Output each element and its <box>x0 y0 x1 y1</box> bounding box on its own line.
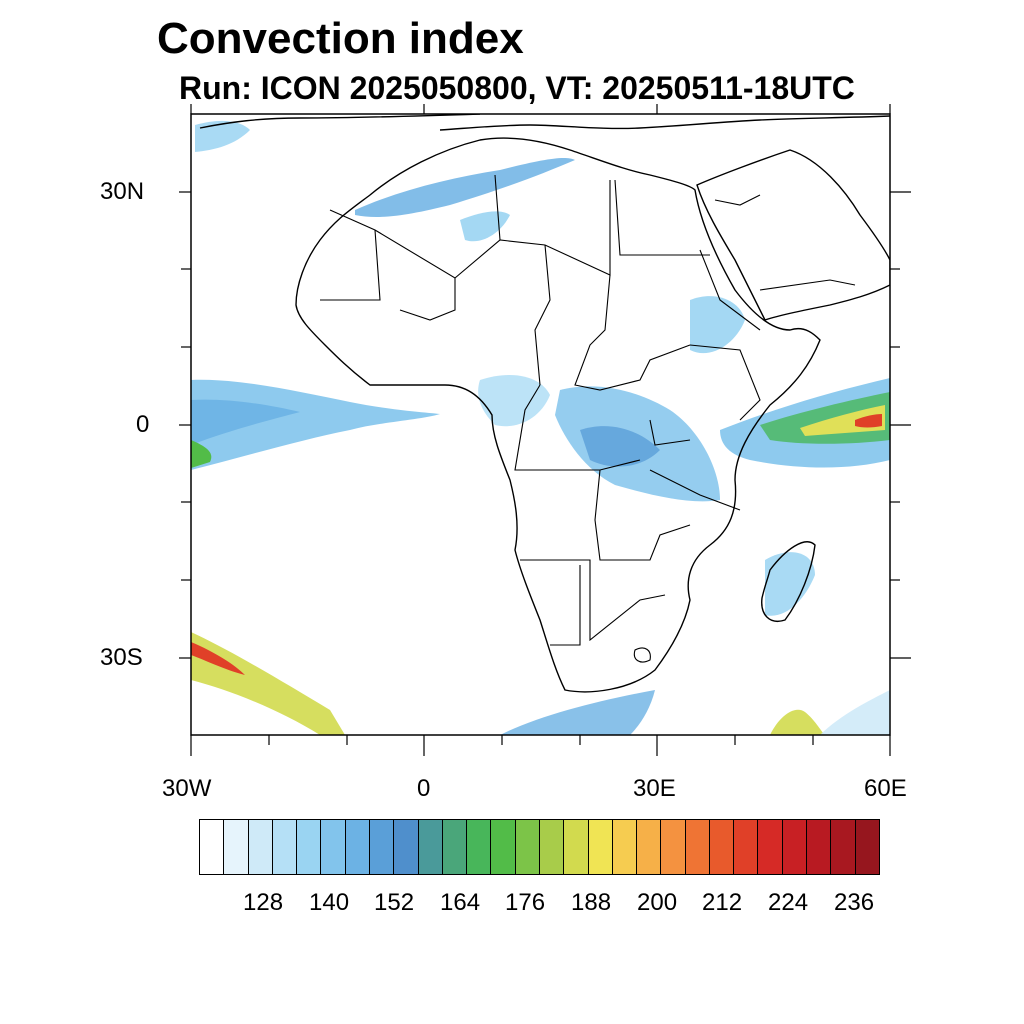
border <box>699 249 761 331</box>
africa-coastline <box>295 137 821 693</box>
chart-subtitle: Run: ICON 2025050800, VT: 20250511-18UTC <box>179 70 855 106</box>
colorbar <box>199 819 880 875</box>
colorbar-label: 200 <box>637 889 678 916</box>
convection-area-south-1 <box>500 690 655 735</box>
lat-label-30n: 30N <box>100 178 145 205</box>
colorbar-label: 152 <box>374 889 415 916</box>
colorbar-cell <box>368 819 395 875</box>
convection-area-south-2 <box>770 709 825 735</box>
colorbar-cell <box>320 819 346 875</box>
convection-area-indian-ocean-yellow <box>800 405 885 436</box>
convection-area-congo-w <box>478 375 550 427</box>
colorbar-cell <box>417 819 443 875</box>
colorbar-cell <box>199 819 225 875</box>
border <box>614 179 710 256</box>
colorbar-label: 164 <box>440 889 481 916</box>
border <box>649 469 741 511</box>
colorbar-cell <box>806 819 832 875</box>
convection-area-south-3 <box>820 690 890 735</box>
convection-area-sahara-2 <box>460 211 510 242</box>
convection-area-sahara <box>355 158 575 217</box>
colorbar-cell <box>538 819 565 875</box>
colorbar-cell <box>563 819 589 875</box>
lon-label-30w: 30W <box>162 775 212 802</box>
colorbar-cell <box>441 819 468 875</box>
convection-area-southern-ocean <box>191 632 345 735</box>
chart-title: Convection index <box>157 14 524 63</box>
colorbar-label: 128 <box>243 889 284 916</box>
colorbar-cell <box>490 819 516 875</box>
colorbar-cell <box>854 819 880 875</box>
europe-coastline <box>199 114 481 129</box>
colorbar-cell <box>247 819 273 875</box>
colorbar-cell <box>636 819 662 875</box>
border <box>399 278 456 321</box>
lon-label-30e: 30E <box>633 775 676 802</box>
colorbar-cell <box>660 819 686 875</box>
convection-area-ethiopia <box>690 296 745 354</box>
colorbar-cell <box>296 819 322 875</box>
border <box>689 344 761 421</box>
colorbar-cell <box>587 819 613 875</box>
convection-area-atlantic <box>191 379 440 470</box>
border <box>594 469 691 561</box>
convection-area-atlantic-core <box>191 399 300 445</box>
colorbar-label: 212 <box>702 889 743 916</box>
colorbar-cell <box>271 819 298 875</box>
border <box>320 229 381 301</box>
lon-ticks <box>190 104 891 756</box>
border <box>759 279 856 291</box>
colorbar-label: 236 <box>834 889 875 916</box>
colorbar-label: 140 <box>309 889 350 916</box>
colorbar-cell <box>781 819 808 875</box>
border <box>633 647 651 663</box>
madagascar-coastline <box>761 541 816 622</box>
convection-area-atlantic-green <box>191 440 212 468</box>
border <box>494 174 501 241</box>
colorbar-cell <box>757 819 783 875</box>
convection-area-southern-ocean-red <box>191 642 245 675</box>
colorbar-cell <box>733 819 759 875</box>
convection-area-madagascar <box>765 552 815 616</box>
colorbar-label: 224 <box>768 889 809 916</box>
border <box>574 274 691 391</box>
arabia-coastline <box>696 149 890 321</box>
convection-area-central-core <box>580 426 660 467</box>
coastlines <box>199 114 890 693</box>
border <box>534 244 551 386</box>
lat-ticks <box>179 191 911 659</box>
border <box>649 419 691 446</box>
convection-fields <box>191 120 890 735</box>
colorbar-cell <box>830 819 856 875</box>
border <box>514 384 641 471</box>
mediterranean-north <box>439 115 890 131</box>
border <box>714 194 761 206</box>
colorbar-cell <box>344 819 370 875</box>
convection-area-nw <box>195 120 250 152</box>
colorbar-label: 188 <box>571 889 612 916</box>
colorbar-cell <box>708 819 735 875</box>
colorbar-cell <box>684 819 710 875</box>
country-borders <box>320 174 856 663</box>
colorbar-label: 176 <box>505 889 546 916</box>
convection-area-indian-ocean-red <box>855 414 882 428</box>
lat-label-0: 0 <box>136 411 150 438</box>
colorbar-cell <box>514 819 540 875</box>
lon-label-60e: 60E <box>864 775 907 802</box>
colorbar-cell <box>223 819 249 875</box>
lon-label-0: 0 <box>417 775 431 802</box>
border <box>550 565 581 646</box>
colorbar-cell <box>466 819 492 875</box>
border <box>520 559 666 642</box>
lat-label-30s: 30S <box>100 644 143 671</box>
colorbar-cell <box>611 819 638 875</box>
colorbar-cell <box>393 819 419 875</box>
